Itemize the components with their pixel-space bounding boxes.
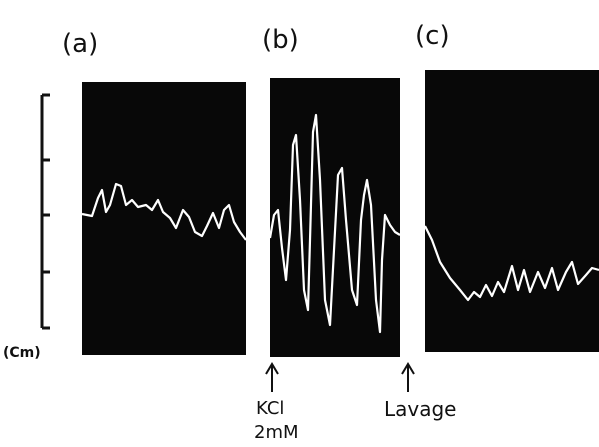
figure: (a) (b) (c) (Cm) KCl 2mM Lavage [0,0,599,447]
panel-label: (c) [415,21,450,51]
annotation: Lavage [384,397,457,421]
panel-label: (a) [62,29,98,59]
annotation: KCl [256,398,284,419]
panel-label: (b) [262,25,299,55]
annotation: 2mM [254,422,299,443]
scale-unit: (Cm) [3,345,41,361]
panel-c [425,70,599,352]
